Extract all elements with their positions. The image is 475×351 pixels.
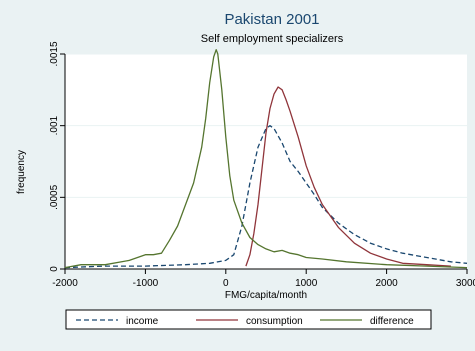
- x-tick-label-0: -2000: [52, 278, 78, 289]
- y-tick-label-3: .0015: [49, 41, 60, 66]
- y-tick-label-0: 0: [49, 266, 60, 272]
- legend-label-difference: difference: [370, 316, 414, 327]
- legend-label-income: income: [126, 316, 159, 327]
- y-tick-label-1: .0005: [49, 184, 60, 209]
- series-line-difference: [64, 49, 468, 269]
- series-line-consumption: [245, 86, 451, 267]
- legend-label-consumption: consumption: [246, 316, 303, 327]
- x-axis-label: FMG/capita/month: [225, 290, 307, 301]
- x-tick-label-2: 0: [223, 278, 229, 289]
- legend-box: [65, 309, 432, 330]
- chart-subtitle: Self employment specializers: [201, 33, 344, 45]
- chart-title: Pakistan 2001: [224, 11, 319, 28]
- x-tick-label-3: 1000: [295, 278, 318, 289]
- grid-lines: [65, 53, 467, 198]
- x-tick-label-4: 2000: [375, 278, 398, 289]
- series-lines: [64, 49, 468, 269]
- legend: income consumption difference: [65, 309, 432, 330]
- x-tick-label-1: -1000: [133, 278, 159, 289]
- axes: 0 .0005 .001 .0015 -2000 -1000 0 1000 2000 3000: [49, 41, 475, 289]
- y-tick-label-2: .001: [49, 115, 60, 135]
- series-line-income: [64, 125, 468, 269]
- y-axis-label: frequency: [16, 150, 27, 194]
- plot-area: [65, 54, 467, 269]
- x-tick-label-5: 3000: [456, 278, 475, 289]
